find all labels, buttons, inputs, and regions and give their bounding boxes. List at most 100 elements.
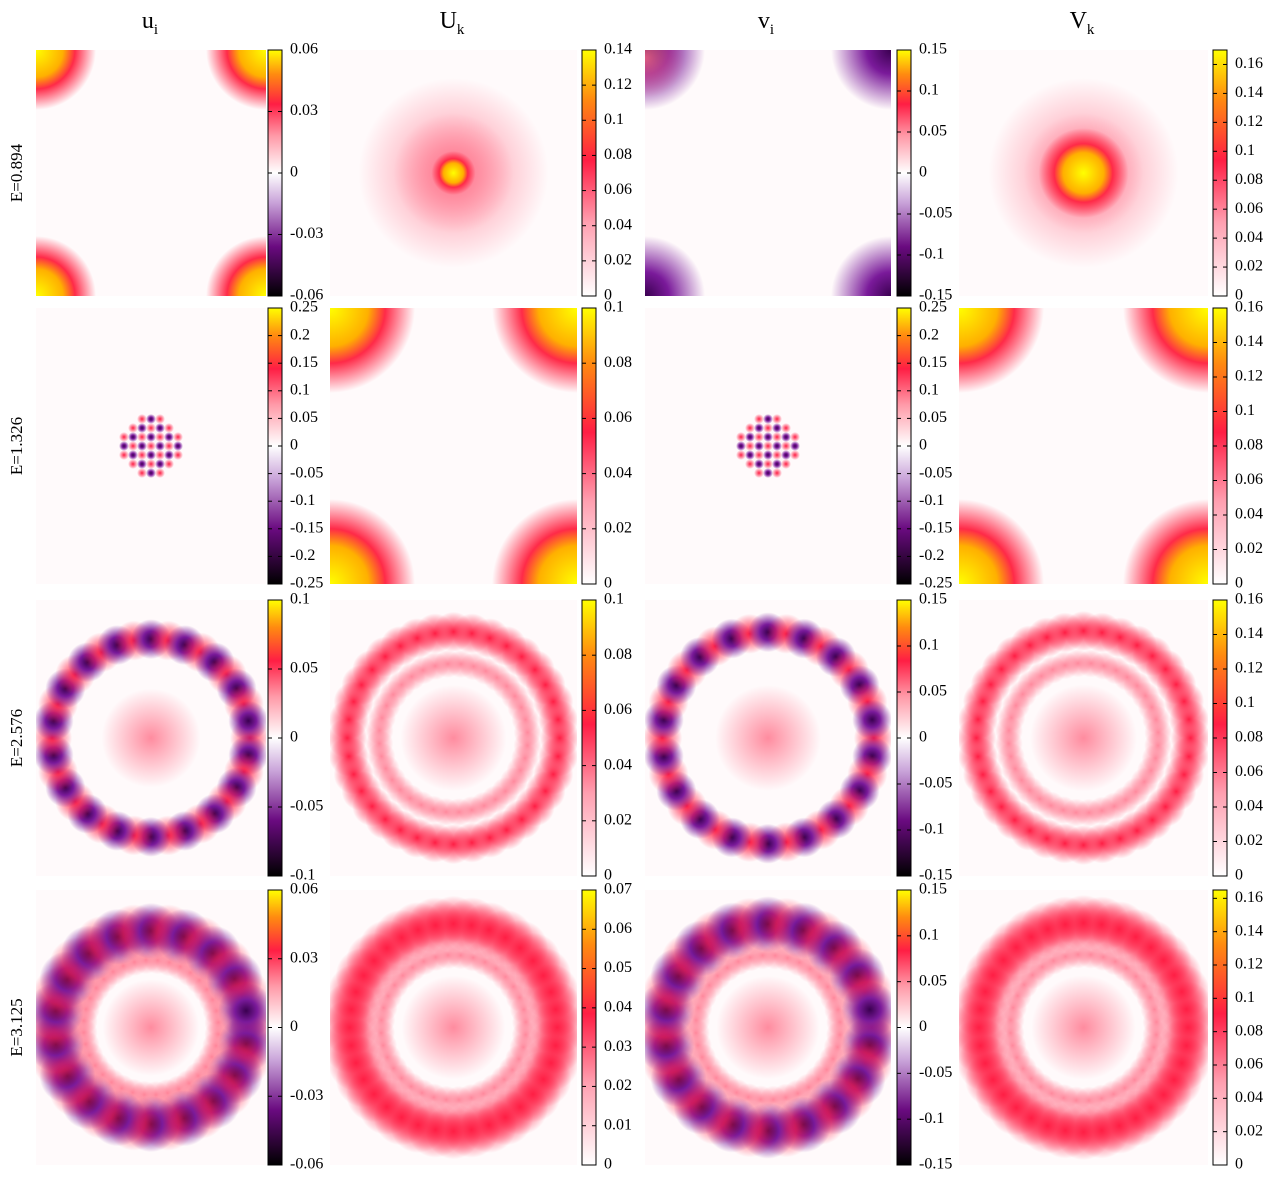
colorbar-tick-label: 0.06 (290, 881, 318, 898)
heatmap-blob (754, 459, 764, 469)
colorbar-tick-label: 0.08 (1235, 171, 1263, 188)
heatmap-blob (754, 423, 764, 433)
colorbar-tick-label: 0.14 (1235, 333, 1263, 350)
panel: 0 0.02 0.04 0.06 0.08 0.1 0.12 0.14 0.16 (959, 299, 1263, 592)
heatmap-blob (173, 450, 183, 460)
heatmap-blob (164, 432, 174, 442)
colorbar-tick-label: 0.06 (1235, 471, 1263, 488)
colorbar-tick-label: -0.1 (919, 492, 944, 509)
colorbar-tick-label: 0.03 (604, 1038, 632, 1055)
heatmap (330, 308, 577, 584)
heatmap-blob (831, 236, 891, 296)
heatmap-blob (173, 432, 183, 442)
colorbar-tick-label: 0.02 (1235, 832, 1263, 849)
colorbar-tick-label: 0 (604, 575, 612, 592)
heatmap-blob (772, 432, 782, 442)
column-header: Uk (440, 8, 465, 38)
colorbar-tick-label: 0.04 (1235, 229, 1263, 246)
heatmap-blob (1123, 308, 1208, 393)
colorbar-tick-label: 0.25 (290, 299, 318, 316)
heatmap (959, 308, 1208, 584)
colorbar-tick-label: 0.12 (1235, 368, 1263, 385)
colorbar-tick-label: 0 (604, 287, 612, 304)
colorbar-tick-label: 0.06 (604, 920, 632, 937)
heatmap-blob (228, 700, 266, 741)
heatmap-blob (1038, 128, 1129, 218)
colorbar-tick-label: 0.02 (604, 252, 632, 269)
colorbar (1212, 49, 1228, 297)
colorbar-tick-label: 0.2 (290, 326, 310, 343)
heatmap-blob (772, 441, 782, 451)
colorbar-tick-label: 0.06 (290, 41, 318, 58)
column-subscript: k (457, 22, 465, 38)
heatmap (645, 308, 891, 584)
column-header: Vk (1070, 8, 1095, 38)
heatmap-blob (146, 414, 156, 424)
heatmap-blob (754, 468, 764, 478)
colorbar-tick-label: 0.1 (1235, 989, 1255, 1006)
heatmap-blob (1158, 981, 1208, 1038)
colorbar-tick-label: 0 (1235, 1156, 1243, 1173)
colorbar-tick-label: 0.08 (1235, 437, 1263, 454)
colorbar-tick-label: -0.03 (290, 1087, 323, 1104)
heatmap-blob (492, 308, 577, 393)
colorbar-tick-label: 0.12 (1235, 113, 1263, 130)
heatmap-blob (128, 432, 138, 442)
row-label: E=1.326 (7, 417, 26, 475)
panel: 0 0.02 0.04 0.06 0.08 0.1 0.12 0.14 0.16 (959, 591, 1263, 884)
row-label: E=3.125 (7, 998, 26, 1056)
heatmap-blob (400, 684, 507, 792)
heatmap-blob (155, 468, 165, 478)
colorbar-tick-label: 0.16 (1235, 889, 1263, 906)
heatmap-blob (772, 423, 782, 433)
colorbar-tick-label: 0 (290, 437, 298, 454)
colorbar-tick-label: 0.15 (290, 354, 318, 371)
colorbar-tick-label: 0.16 (1235, 55, 1263, 72)
heatmap-blob (781, 423, 791, 433)
heatmap-blob (745, 459, 755, 469)
heatmap-blob (527, 981, 577, 1038)
colorbar-tick-label: 0 (290, 729, 298, 746)
heatmap-blob (790, 441, 800, 451)
colorbar-tick-label: 0.04 (1235, 798, 1263, 815)
heatmap-blob (511, 1008, 540, 1037)
colorbar-tick-label: -0.05 (919, 775, 952, 792)
heatmap-blob (1144, 718, 1173, 747)
heatmap-blob (146, 450, 156, 460)
colorbar-tick-label: 0.05 (290, 660, 318, 677)
colorbar-tick-label: 0.08 (604, 354, 632, 371)
heatmap-blob (146, 441, 156, 451)
colorbar-tick-label: -0.1 (919, 821, 944, 838)
panel: -0.25 -0.2 -0.15 -0.1 -0.05 0 0.05 0.1 0.15 0.2 0.… (645, 299, 952, 592)
column-symbol: u (142, 8, 154, 34)
colorbar-tick-label: 0.1 (604, 111, 624, 128)
colorbar-tick-label: 0 (604, 1156, 612, 1173)
heatmap-blob (155, 432, 165, 442)
colorbar-tick-label: 0 (919, 729, 927, 746)
colorbar-tick-label: 0.05 (290, 409, 318, 426)
heatmap-blob (754, 432, 764, 442)
colorbar-tick-label: -0.06 (290, 1156, 323, 1173)
heatmap-blob (128, 459, 138, 469)
colorbar-tick-label: -0.15 (919, 287, 952, 304)
heatmap-blob (736, 450, 746, 460)
heatmap-blob (330, 499, 415, 584)
colorbar-tick-label: -0.05 (290, 464, 323, 481)
colorbar-tick-label: 0.06 (1235, 200, 1263, 217)
colorbar-tick-label: 0.04 (604, 216, 632, 233)
panel: -0.15 -0.1 -0.05 0 0.05 0.1 0.15 (645, 41, 952, 304)
colorbar-tick-label: 0.02 (604, 519, 632, 536)
colorbar-tick-label: 0.02 (1235, 540, 1263, 557)
colorbar-tick-label: 0.1 (1235, 694, 1255, 711)
panel: 0 0.02 0.04 0.06 0.08 0.1 0.12 0.14 0.16 (959, 49, 1263, 304)
panel: -0.06 -0.03 0 0.03 0.06 (36, 881, 323, 1173)
heatmap-blob (1029, 684, 1138, 792)
colorbar-tick-label: 0.1 (919, 637, 939, 654)
heatmap-blob (492, 499, 577, 584)
heatmap-blob (831, 50, 891, 110)
colorbar-tick-label: 0 (604, 867, 612, 884)
heatmap-blob (36, 236, 96, 296)
colorbar-tick-label: 0.08 (1235, 729, 1263, 746)
colorbar-tick-label: 0.15 (919, 41, 947, 58)
heatmap-blob (745, 423, 755, 433)
